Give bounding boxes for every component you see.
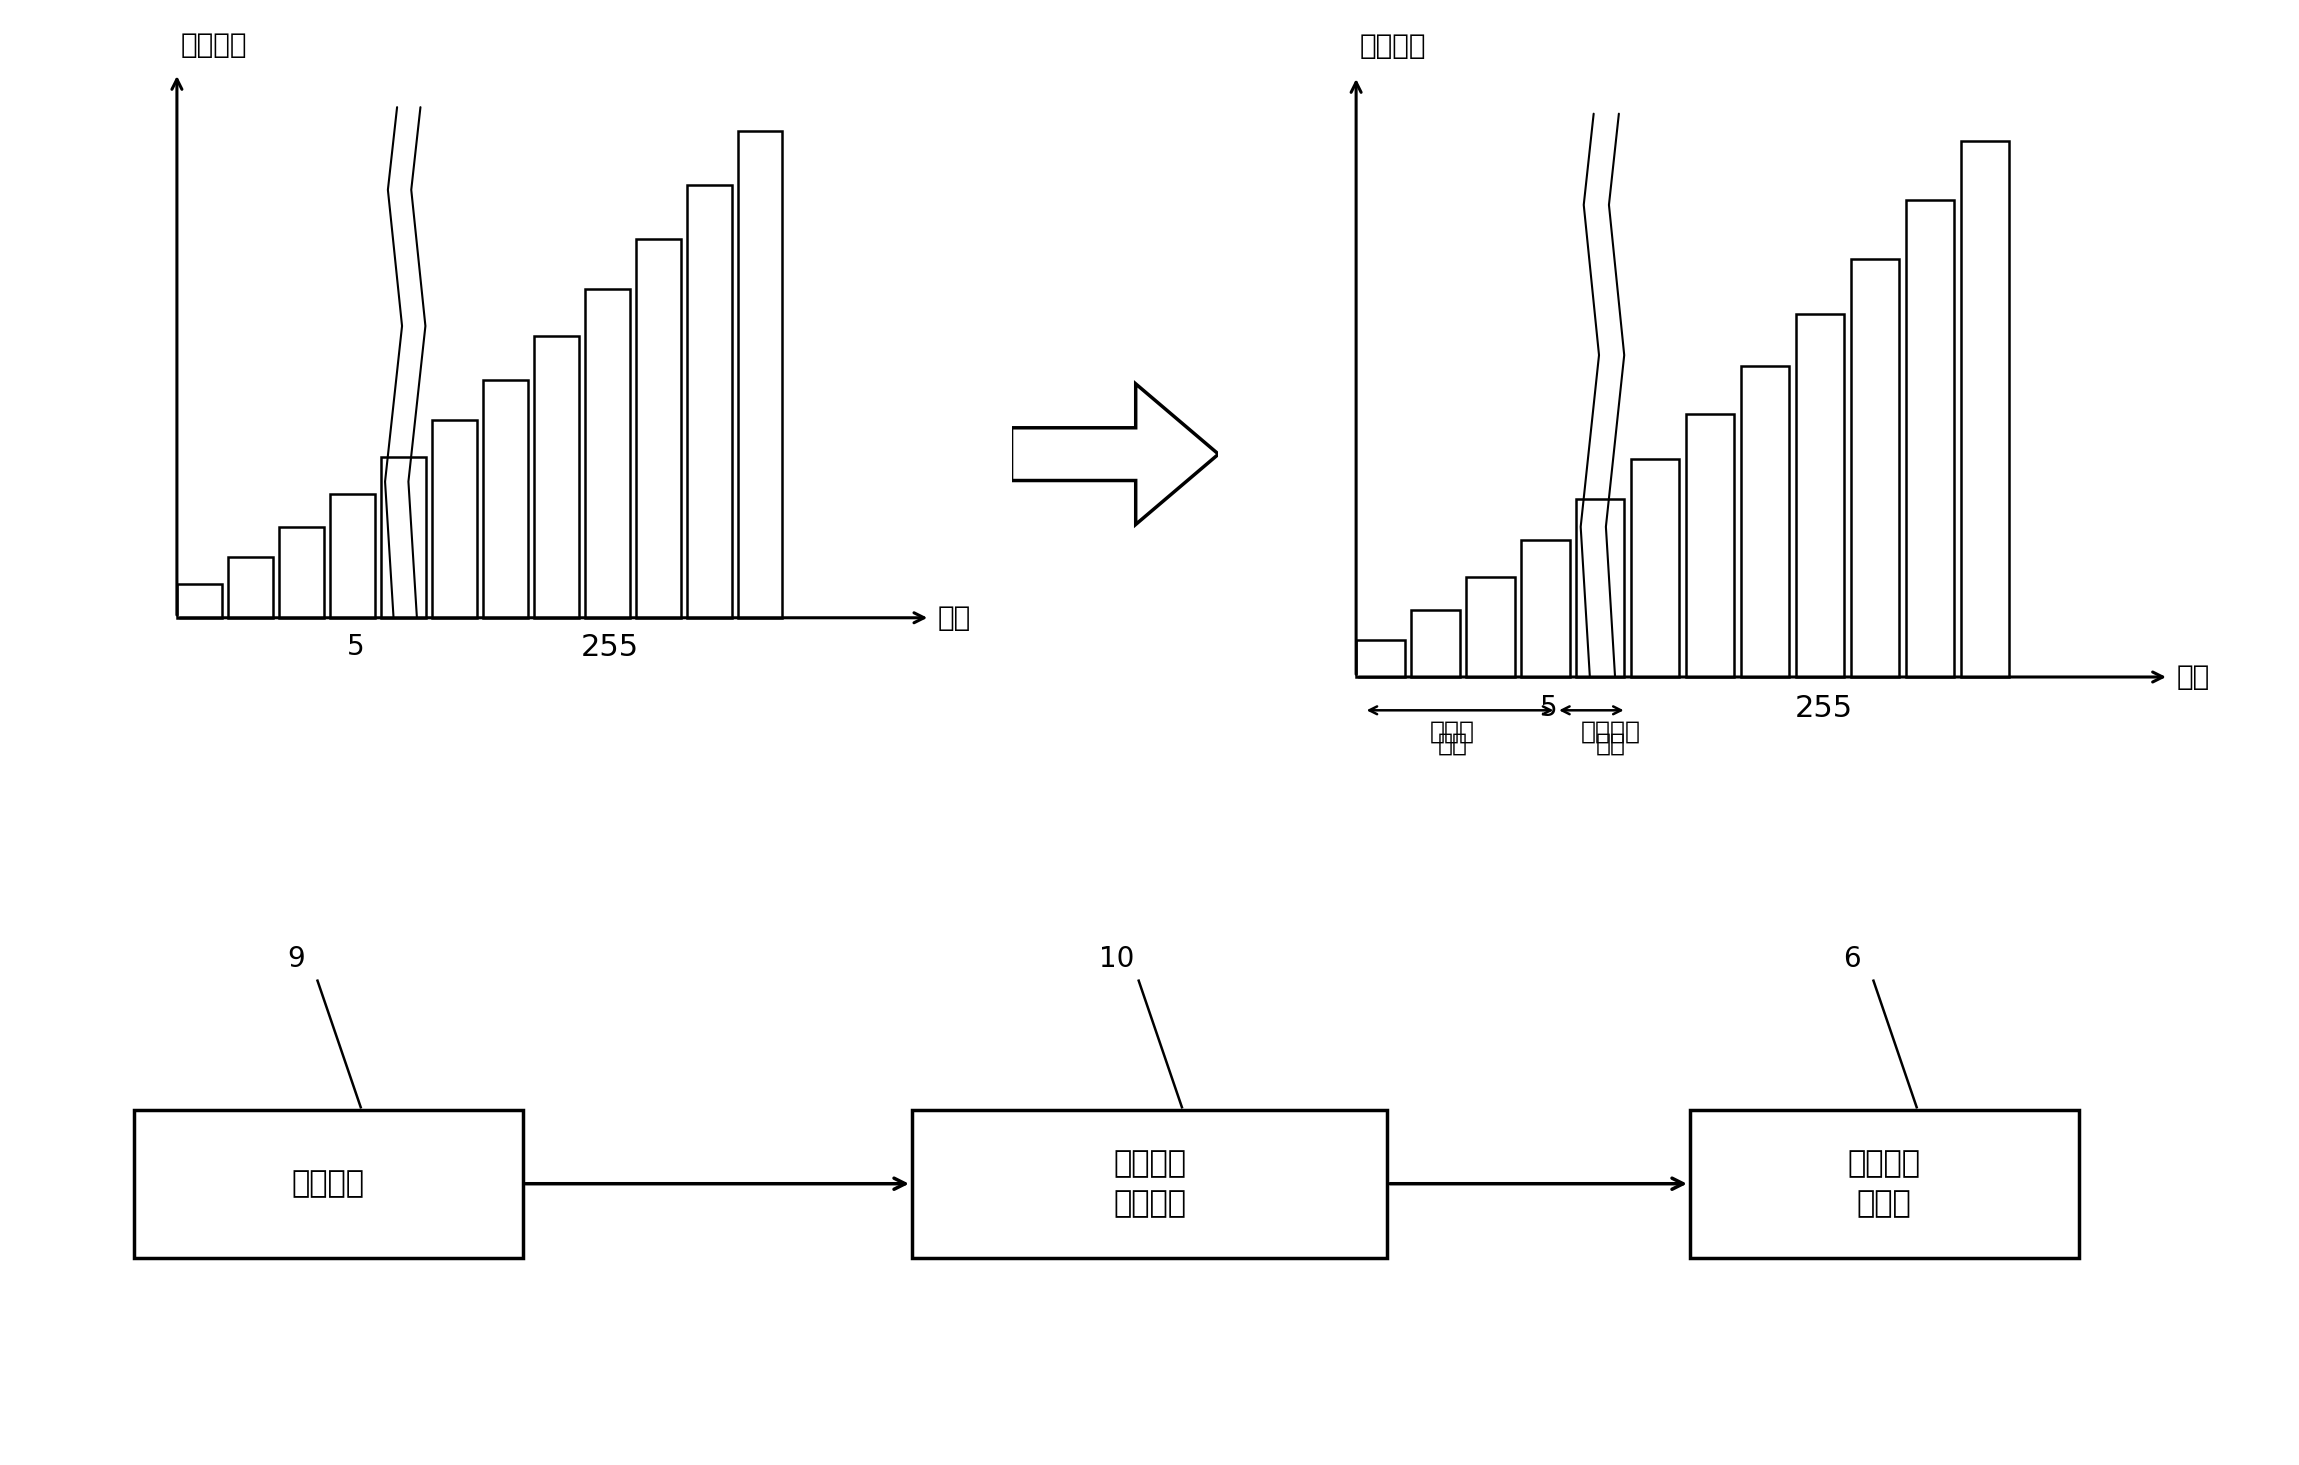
Bar	[1630, 459, 1681, 677]
Bar	[1796, 315, 1844, 677]
Bar	[1356, 640, 1405, 677]
Text: 色调: 色调	[2177, 664, 2209, 691]
Bar	[228, 557, 274, 618]
Text: 区域: 区域	[1596, 731, 1625, 756]
Text: 信号电平: 信号电平	[1361, 32, 1425, 60]
Bar	[584, 289, 630, 618]
Bar	[1851, 259, 1899, 677]
Bar	[1412, 611, 1460, 677]
Text: 5: 5	[1540, 693, 1556, 722]
Bar	[738, 132, 782, 618]
Bar	[483, 379, 526, 618]
Text: 视频阴极
放大器: 视频阴极 放大器	[1848, 1149, 1920, 1219]
Text: 低色调: 低色调	[1430, 719, 1476, 744]
Bar	[913, 1110, 1386, 1257]
Text: 色调: 色调	[938, 604, 970, 631]
Text: 5: 5	[347, 633, 363, 661]
Bar	[432, 420, 476, 618]
Bar	[1961, 141, 2009, 677]
Text: 图像信号: 图像信号	[292, 1169, 366, 1198]
Text: 10: 10	[1099, 945, 1136, 973]
Bar	[1577, 500, 1625, 677]
Text: 中间色调: 中间色调	[1579, 719, 1641, 744]
Bar	[635, 239, 681, 618]
Text: 区域: 区域	[1437, 731, 1467, 756]
Bar	[278, 527, 324, 618]
Bar	[533, 335, 579, 618]
Text: 255: 255	[1796, 693, 1853, 722]
Bar	[1467, 577, 1515, 677]
Text: 9: 9	[287, 945, 306, 973]
Bar	[1685, 415, 1733, 677]
Bar	[1690, 1110, 2078, 1257]
Bar	[382, 457, 425, 618]
Bar	[1906, 199, 1954, 677]
Text: 图像信号
调制电路: 图像信号 调制电路	[1113, 1149, 1186, 1219]
Text: 6: 6	[1844, 945, 1860, 973]
Bar	[1522, 541, 1570, 677]
Bar	[1740, 366, 1789, 677]
Polygon shape	[1012, 384, 1218, 524]
Bar	[687, 185, 731, 618]
Bar	[133, 1110, 522, 1257]
Text: 255: 255	[582, 633, 639, 662]
Text: 信号电平: 信号电平	[179, 31, 246, 59]
Bar	[329, 494, 375, 618]
Bar	[177, 585, 221, 618]
